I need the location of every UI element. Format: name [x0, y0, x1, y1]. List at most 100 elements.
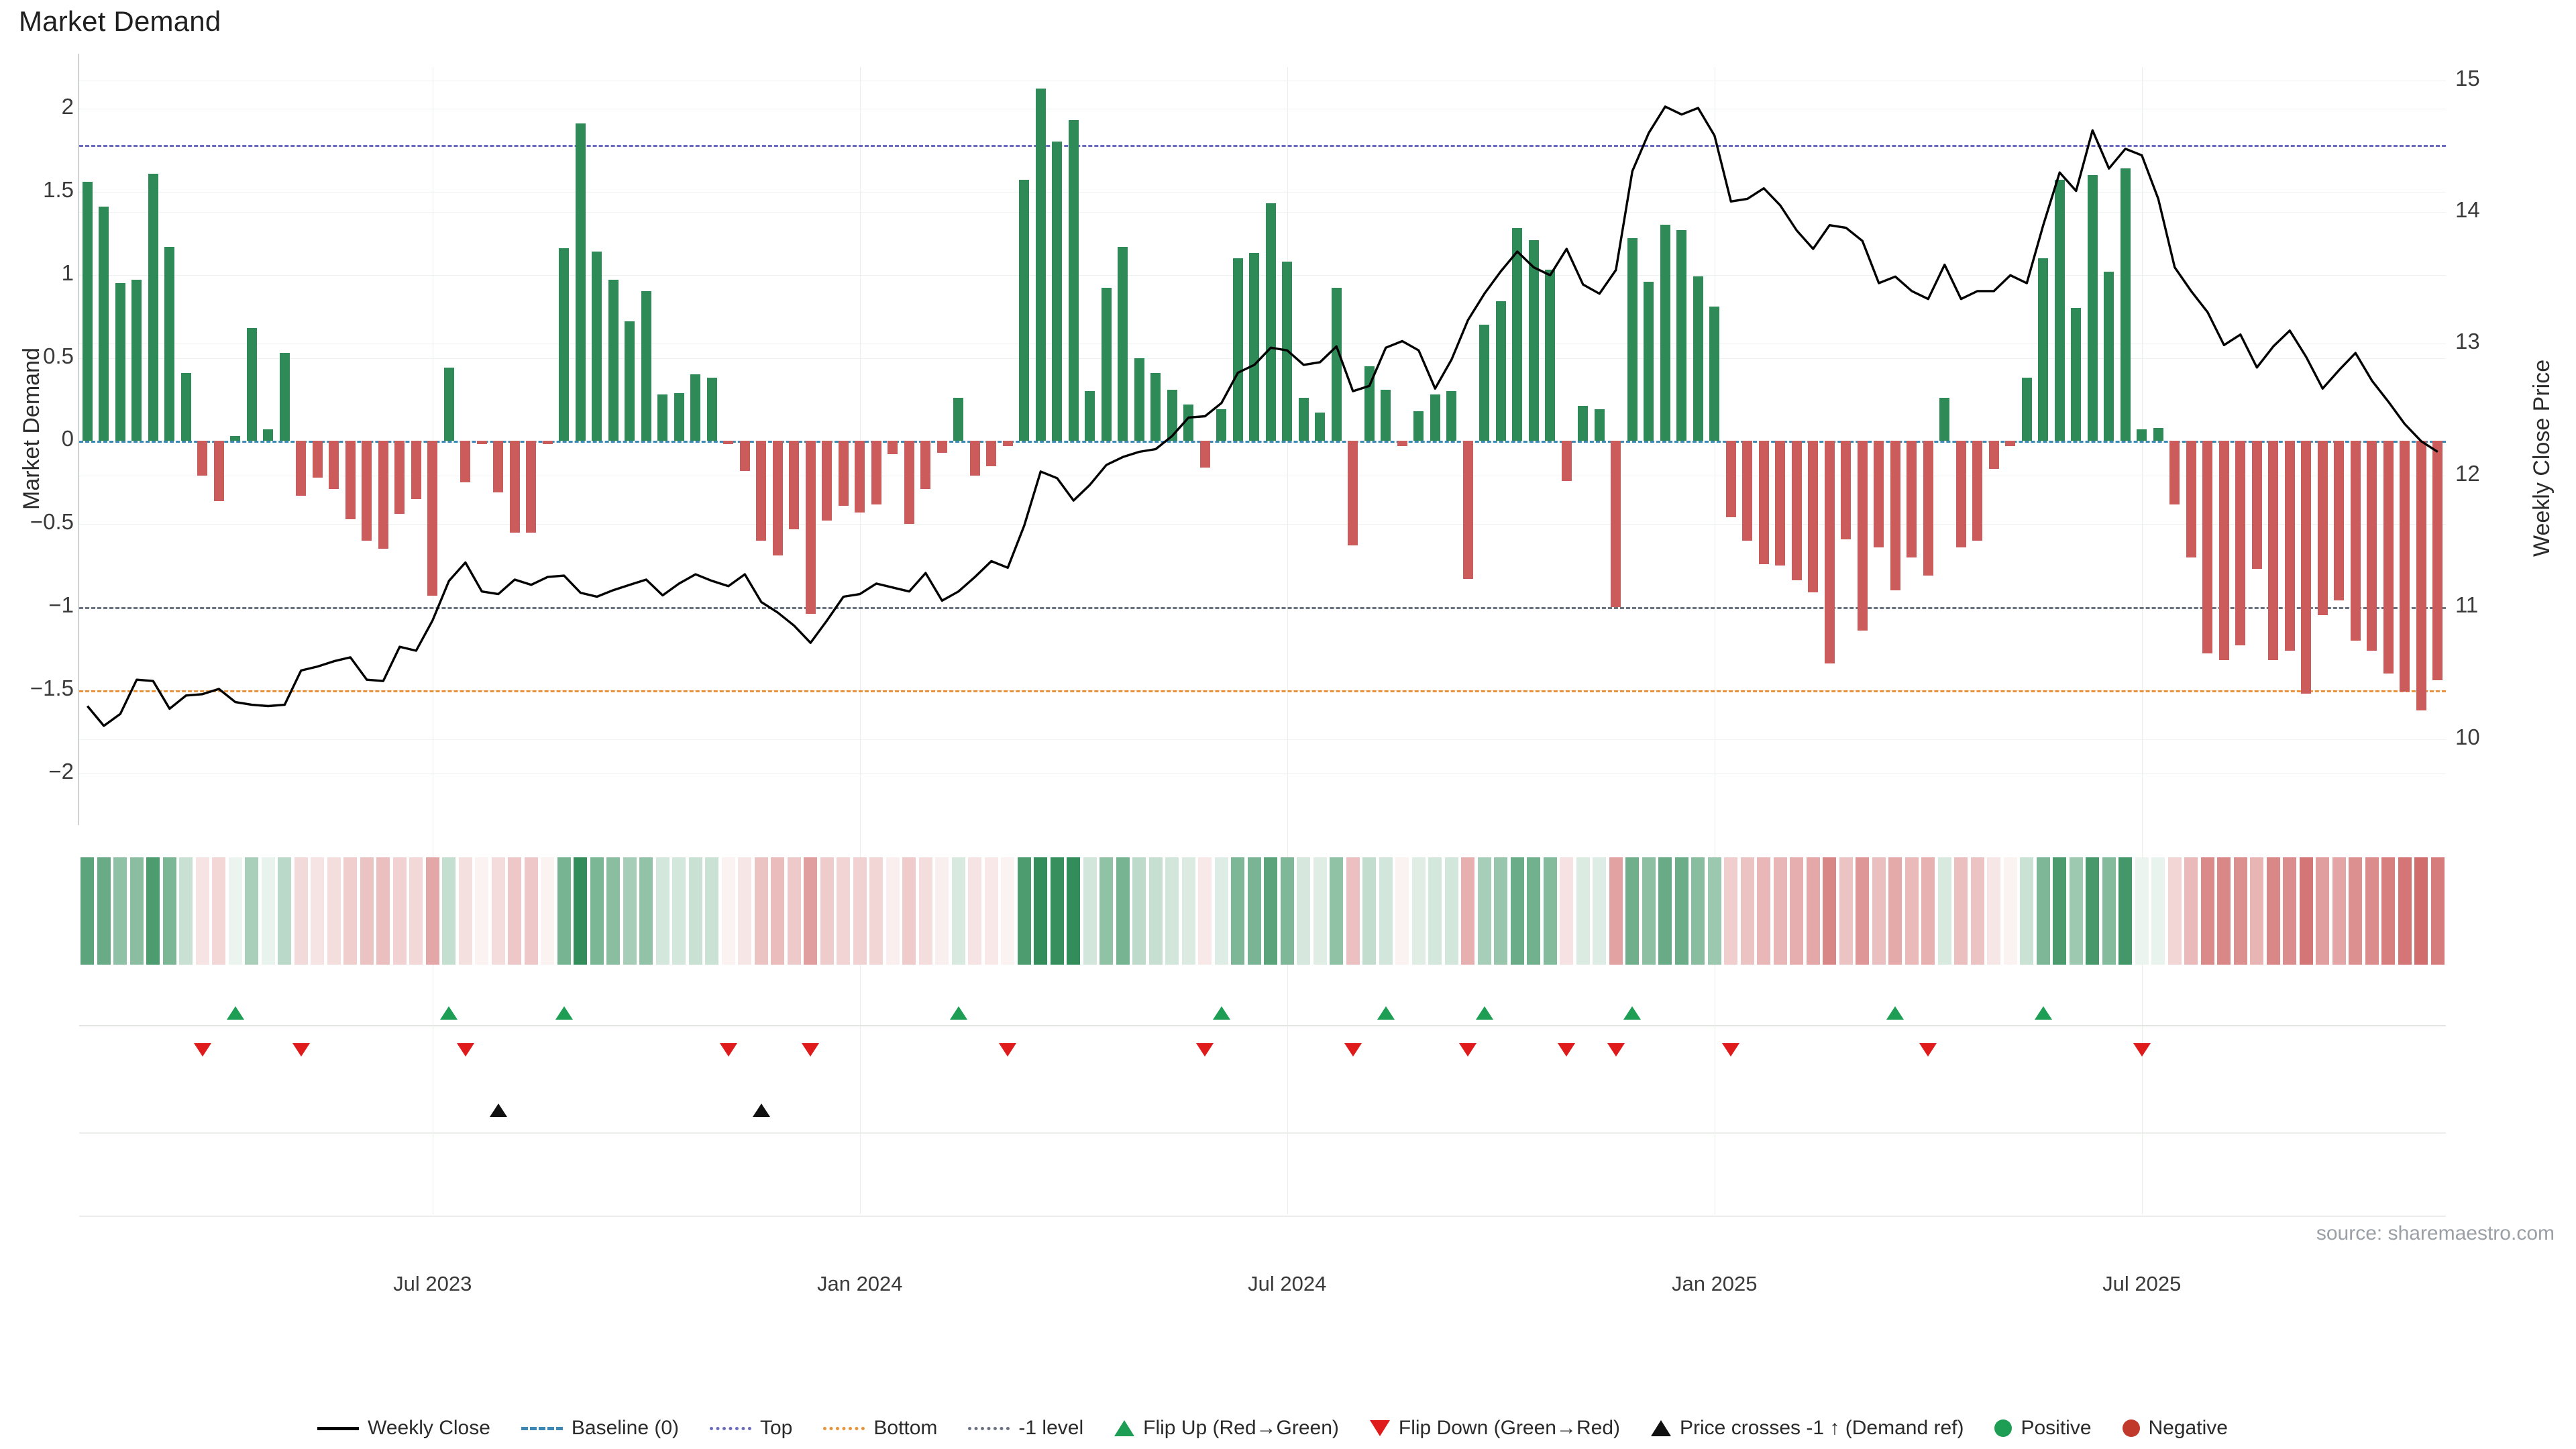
y-axis-spine: [78, 54, 79, 825]
heatmap-cell: [278, 857, 292, 965]
demand-bar: [986, 441, 997, 466]
heatmap-cell: [1642, 857, 1656, 965]
heatmap-cell: [1839, 857, 1853, 965]
demand-heatmap-strip: [79, 857, 2446, 965]
heatmap-cell: [1937, 857, 1951, 965]
heatmap-cell: [639, 857, 653, 965]
demand-bar: [805, 441, 816, 614]
heatmap-cell: [918, 857, 932, 965]
heatmap-cell: [869, 857, 883, 965]
x-tick-label: Jul 2023: [393, 1272, 472, 1295]
heatmap-cell: [2086, 857, 2100, 965]
legend-item[interactable]: Weekly Close: [317, 1417, 490, 1440]
y-tick-left: −2: [48, 758, 74, 784]
demand-bar: [1742, 441, 1753, 541]
heatmap-cell: [1987, 857, 2001, 965]
demand-bar: [706, 378, 717, 441]
y-tick-right: 15: [2455, 65, 2480, 91]
flip-up-marker: [1212, 1006, 1230, 1020]
flip-down-marker: [1558, 1043, 1576, 1057]
y-tick-left: −1.5: [30, 675, 74, 700]
demand-bar: [1676, 229, 1687, 441]
dotted-line-icon: [968, 1426, 1010, 1430]
demand-bar: [443, 368, 454, 441]
y-tick-right: 12: [2455, 460, 2480, 486]
marker-row-divider: [79, 1132, 2446, 1134]
demand-bar: [2202, 441, 2213, 654]
heatmap-cell: [1001, 857, 1015, 965]
heatmap-cell: [524, 857, 538, 965]
heatmap-cell: [1411, 857, 1426, 965]
heatmap-cell: [146, 857, 160, 965]
heatmap-cell: [1707, 857, 1721, 965]
heatmap-cell: [1132, 857, 1146, 965]
heatmap-cell: [721, 857, 735, 965]
heatmap-cell: [2020, 857, 2034, 965]
heatmap-cell: [541, 857, 555, 965]
heatmap-cell: [162, 857, 176, 965]
legend-item[interactable]: Positive: [1994, 1417, 2092, 1440]
demand-bar: [2169, 441, 2180, 504]
heatmap-cell: [1625, 857, 1640, 965]
y-tick-left: 1.5: [43, 176, 74, 202]
demand-bar: [1462, 441, 1473, 579]
demand-bar: [1709, 306, 1720, 441]
demand-bar: [690, 374, 701, 441]
heatmap-cell: [2069, 857, 2083, 965]
demand-bar: [148, 173, 158, 441]
heatmap-cell: [1921, 857, 1935, 965]
demand-bar: [1545, 270, 1556, 441]
price-cross-marker: [489, 1104, 507, 1117]
demand-bar: [1019, 180, 1030, 441]
demand-bar: [838, 441, 849, 506]
heatmap-cell: [1576, 857, 1590, 965]
heatmap-cell: [212, 857, 226, 965]
heatmap-cell: [1428, 857, 1442, 965]
legend-item[interactable]: Baseline (0): [521, 1417, 679, 1440]
flip-down-marker: [1344, 1043, 1362, 1057]
marker-row-divider: [79, 1216, 2446, 1217]
heatmap-cell: [1461, 857, 1475, 965]
demand-bar: [2104, 271, 2114, 441]
legend-item[interactable]: Price crosses -1 ↑ (Demand ref): [1651, 1417, 1964, 1440]
heatmap-cell: [2053, 857, 2067, 965]
demand-bar: [1035, 89, 1046, 441]
demand-bar: [2005, 441, 2016, 446]
flip-down-marker: [2133, 1043, 2151, 1057]
legend-item[interactable]: Flip Down (Green→Red): [1369, 1417, 1620, 1440]
demand-bar: [1298, 397, 1309, 441]
heatmap-cell: [820, 857, 834, 965]
demand-bar: [1265, 203, 1276, 441]
heatmap-cell: [606, 857, 621, 965]
heatmap-cell: [1165, 857, 1179, 965]
x-tick-label: Jul 2025: [2102, 1272, 2182, 1295]
demand-bar: [197, 441, 208, 476]
demand-bar: [2054, 180, 2065, 441]
heatmap-cell: [2414, 857, 2428, 965]
heatmap-cell: [1543, 857, 1557, 965]
heatmap-cell: [1067, 857, 1081, 965]
heatmap-cell: [1362, 857, 1377, 965]
heatmap-cell: [228, 857, 242, 965]
heatmap-cell: [1888, 857, 1902, 965]
legend-item[interactable]: -1 level: [968, 1417, 1083, 1440]
demand-bar: [1216, 409, 1227, 441]
legend-item[interactable]: Bottom: [823, 1417, 937, 1440]
demand-bar: [1955, 441, 1966, 547]
legend-item[interactable]: Flip Up (Red→Green): [1114, 1417, 1339, 1440]
demand-bar: [213, 441, 224, 501]
demand-bar: [2038, 258, 2049, 441]
heatmap-cell: [475, 857, 489, 965]
legend-item[interactable]: Negative: [2122, 1417, 2228, 1440]
demand-bar: [575, 123, 586, 441]
demand-bar: [1364, 366, 1375, 441]
source-note: source: sharemaestro.com: [2316, 1222, 2555, 1244]
demand-bar: [1725, 441, 1736, 518]
legend-item[interactable]: Top: [710, 1417, 792, 1440]
reference-line-top: [79, 145, 2446, 148]
heatmap-cell: [261, 857, 275, 965]
x-tick-label: Jul 2024: [1248, 1272, 1327, 1295]
legend-item-label: Bottom: [873, 1417, 938, 1439]
circle-icon: [2122, 1419, 2140, 1437]
demand-bar: [1430, 394, 1440, 441]
